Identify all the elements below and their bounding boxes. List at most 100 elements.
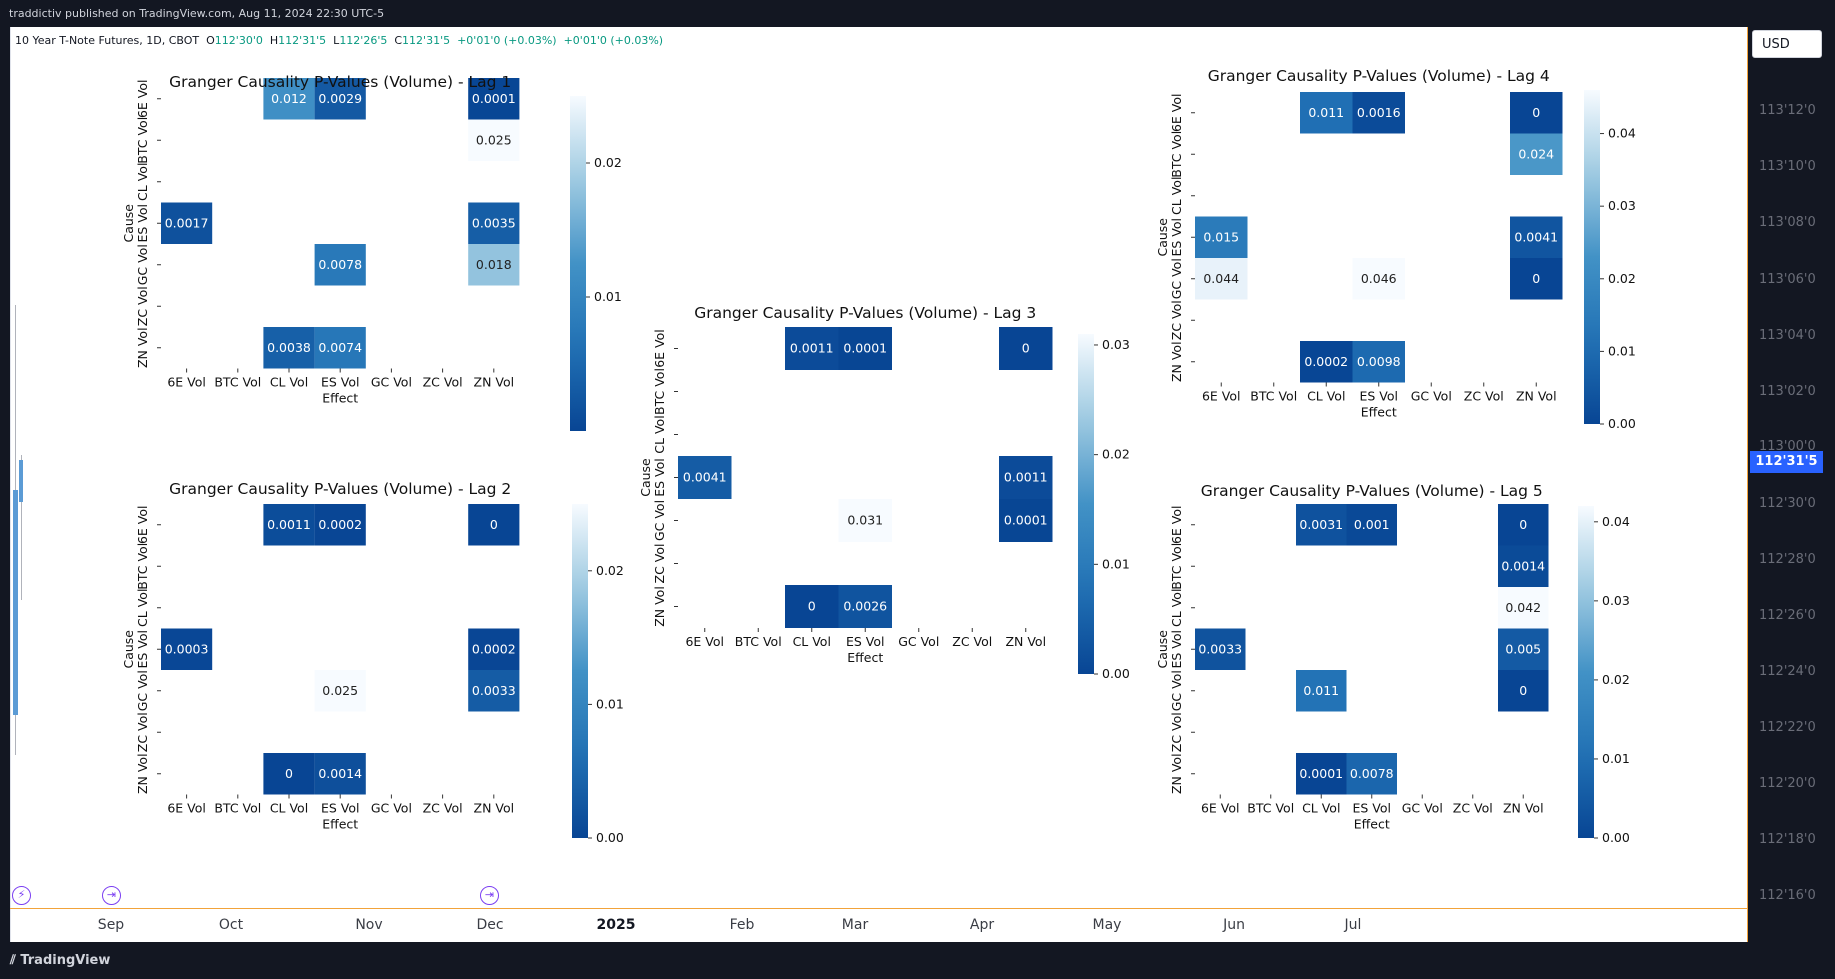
x-tick-label: ES Vol	[846, 634, 885, 649]
heatmap-cell-label: 0.0011	[1004, 470, 1048, 485]
heatmap-cell-label: 0.011	[1308, 105, 1344, 120]
colorbar	[1584, 90, 1600, 424]
heatmap-cell	[314, 504, 366, 546]
heatmap-cell-label: 0.025	[476, 132, 512, 147]
heatmap-cell-label: 0.0026	[843, 599, 887, 614]
y-tick-label: ES Vol	[1169, 218, 1184, 257]
heatmap-cell	[1498, 670, 1549, 712]
arrow-right-icon[interactable]: ⇥	[480, 886, 499, 905]
heatmap-cell	[838, 499, 892, 542]
heatmap-cell-label: 0.046	[1361, 271, 1397, 286]
x-tick-label: ES Vol	[321, 375, 360, 390]
heatmap-cell	[1296, 670, 1347, 712]
heatmap-cell	[678, 456, 732, 499]
heatmap-cell-label: 0.012	[271, 91, 307, 106]
currency-button[interactable]: USD	[1752, 30, 1822, 58]
candle-wick	[21, 455, 22, 600]
heatmap-cell	[999, 499, 1053, 542]
heatmap-cell-label: 0.0016	[1357, 105, 1401, 120]
colorbar-tick-label: 0.03	[1602, 593, 1630, 608]
heatmap-cell-label: 0.001	[1354, 517, 1390, 532]
y-tick-label: ES Vol	[652, 458, 667, 497]
heatmap-cell	[1498, 504, 1549, 546]
x-tick-label: 6E Vol	[167, 375, 206, 390]
heatmap-cell-label: 0	[285, 766, 293, 781]
y-axis-label: Cause	[1155, 630, 1170, 669]
y-tick-label: 6E Vol	[135, 505, 150, 544]
pane-left-border	[10, 27, 11, 942]
y-tick-label: GC Vol	[652, 500, 667, 541]
y-tick-label: ZN Vol	[135, 327, 150, 368]
heatmap-cell-label: 0.0001	[472, 91, 516, 106]
close-label: C	[394, 34, 403, 47]
x-tick-label: ZN Vol	[474, 801, 515, 816]
x-tick-label: 6E Vol	[167, 801, 206, 816]
heatmap-cell	[1352, 341, 1405, 383]
heatmap-cell	[1346, 504, 1397, 546]
y-tick-label: 6E Vol	[652, 329, 667, 368]
time-label: Mar	[841, 917, 869, 933]
chart-title: Granger Causality P-Values (Volume) - La…	[1208, 67, 1550, 85]
heatmap-cell-label: 0.0078	[1350, 766, 1394, 781]
heatmap-cell-label: 0	[808, 599, 816, 614]
heatmap-cell-label: 0.018	[476, 257, 512, 272]
heatmap-chart: 0.0011 0.0002 0 0.0003 0.0002 0.025 0.0033 0 0.0…	[121, 480, 624, 845]
publish-text: traddictiv published on TradingView.com,…	[9, 7, 385, 20]
heatmap-cell	[1510, 133, 1563, 175]
heatmap-cell	[1498, 587, 1549, 629]
time-label: Apr	[969, 917, 995, 933]
x-tick-label: BTC Vol	[1247, 801, 1294, 816]
heatmap-cell	[1296, 504, 1347, 546]
heatmap-cell	[785, 585, 839, 628]
heatmap-cell-label: 0	[490, 517, 498, 532]
lightning-icon[interactable]: ⚡	[12, 886, 31, 905]
heatmap-cell	[1498, 628, 1549, 670]
colorbar-tick-label: 0.03	[1608, 198, 1636, 213]
x-tick-label: ZC Vol	[423, 801, 463, 816]
chart-title: Granger Causality P-Values (Volume) - La…	[694, 304, 1036, 322]
heatmap-cell	[1296, 753, 1347, 795]
y-tick-label: BTC Vol	[135, 543, 150, 590]
heatmap-cell-label: 0.011	[1303, 683, 1339, 698]
price-label: 113'02'0	[1759, 384, 1816, 399]
colorbar-tick-label: 0.00	[596, 830, 624, 845]
heatmap-cell	[1510, 258, 1563, 300]
heatmap-cell-label: 0	[1532, 105, 1540, 120]
heatmap-cell	[1510, 216, 1563, 258]
heatmap-cell	[314, 753, 366, 795]
time-label: Feb	[729, 917, 755, 933]
x-tick-label: BTC Vol	[214, 375, 261, 390]
heatmap-cell-label: 0.0002	[1304, 354, 1348, 369]
y-tick-label: ES Vol	[135, 630, 150, 669]
heatmap-cell-label: 0.0011	[790, 341, 834, 356]
arrow-right-icon[interactable]: ⇥	[102, 886, 121, 905]
y-tick-label: GC Vol	[135, 244, 150, 285]
open-label: O	[206, 34, 215, 47]
y-tick-label: GC Vol	[135, 670, 150, 711]
price-label: 112'24'0	[1759, 664, 1816, 679]
heatmap-cell-label: 0.0003	[165, 641, 209, 656]
x-axis-label: Effect	[1354, 817, 1390, 832]
y-tick-label: BTC Vol	[652, 368, 667, 415]
x-tick-label: ZC Vol	[423, 375, 463, 390]
price-label: 113'00'0	[1759, 439, 1816, 454]
heatmap-cell-label: 0.0017	[165, 215, 209, 230]
colorbar-tick-label: 0.01	[1602, 751, 1630, 766]
y-tick-label: CL Vol	[1169, 589, 1184, 627]
heatmap-cell-label: 0.031	[847, 513, 883, 528]
chart-title: Granger Causality P-Values (Volume) - La…	[169, 73, 511, 91]
heatmap-cell	[999, 456, 1053, 499]
y-tick-label: CL Vol	[135, 163, 150, 201]
tradingview-logo-icon[interactable]: ⫽ TradingView	[10, 953, 111, 968]
symbol-name[interactable]: 10 Year T-Note Futures, 1D, CBOT	[15, 34, 200, 47]
x-tick-label: CL Vol	[1302, 801, 1340, 816]
x-tick-label: ZC Vol	[1464, 389, 1504, 404]
price-label: 112'28'0	[1759, 552, 1816, 567]
low-label: L	[333, 34, 340, 47]
y-tick-label: ES Vol	[1169, 630, 1184, 669]
x-tick-label: CL Vol	[270, 801, 308, 816]
change-value-2: +0'01'0 (+0.03%)	[563, 34, 664, 47]
x-tick-label: ES Vol	[1359, 389, 1398, 404]
heatmap-cell-label: 0.0035	[472, 215, 516, 230]
x-tick-label: ZN Vol	[1503, 801, 1544, 816]
